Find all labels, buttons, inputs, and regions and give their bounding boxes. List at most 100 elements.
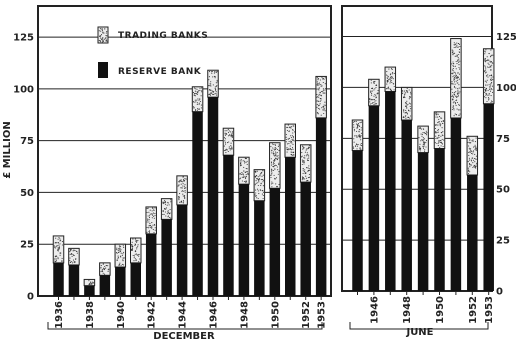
- stipple-dot: [59, 243, 61, 245]
- stipple-dot: [54, 258, 56, 260]
- stipple-dot: [276, 152, 278, 154]
- stipple-dot: [148, 219, 150, 221]
- stipple-dot: [318, 87, 320, 89]
- stipple-dot: [216, 94, 218, 96]
- stipple-dot: [137, 239, 139, 242]
- stipple-dot: [454, 65, 456, 67]
- stipple-dot: [246, 160, 248, 162]
- stipple-dot: [458, 43, 460, 46]
- stipple-dot: [357, 124, 359, 126]
- stipple-dot: [292, 129, 294, 131]
- stipple-dot: [483, 96, 486, 98]
- stipple-dot: [455, 113, 457, 116]
- stipple-dot: [107, 265, 109, 267]
- stipple-dot: [388, 88, 390, 90]
- stipple-dot: [420, 128, 422, 130]
- stipple-dot: [485, 84, 487, 86]
- stipple-dot: [437, 128, 439, 131]
- stipple-dot: [245, 178, 247, 180]
- stipple-dot: [245, 161, 247, 164]
- stipple-dot: [273, 148, 275, 150]
- stipple-dot: [456, 77, 458, 79]
- stipple-dot: [262, 179, 264, 181]
- stipple-dot: [139, 258, 141, 260]
- stipple-dot: [491, 82, 493, 84]
- stipple-dot: [304, 157, 306, 159]
- stipple-dot: [469, 148, 471, 150]
- stipple-dot: [277, 155, 279, 157]
- stipple-dot: [151, 227, 153, 229]
- stipple-dot: [193, 106, 195, 108]
- stipple-dot: [119, 247, 121, 250]
- stipple-dot: [467, 172, 470, 174]
- stipple-dot: [255, 180, 257, 182]
- stipple-dot: [373, 89, 375, 91]
- stipple-dot: [487, 62, 489, 64]
- stipple-1940: [115, 245, 125, 267]
- stipple-dot: [169, 212, 171, 214]
- stipple-dot: [374, 101, 376, 103]
- stipple-dot: [452, 50, 454, 52]
- stipple-dot: [194, 90, 196, 92]
- stipple-dot: [276, 186, 278, 188]
- stipple-dot: [119, 246, 121, 248]
- stipple-dot: [290, 136, 292, 139]
- stipple-dot: [224, 140, 226, 142]
- stipple-dot: [453, 107, 455, 110]
- stipple-dot: [226, 149, 228, 151]
- stipple-dot: [58, 236, 60, 239]
- x-tick-label-1938: 1938: [85, 301, 96, 329]
- stipple-dot: [270, 158, 272, 160]
- stipple-dot: [89, 284, 91, 286]
- stipple-dot: [209, 89, 211, 91]
- stipple-dot: [230, 135, 232, 137]
- stipple-dot: [318, 100, 320, 103]
- stipple-dot: [436, 124, 438, 126]
- stipple-dot: [473, 146, 475, 148]
- stipple-dot: [215, 71, 217, 73]
- stipple-dot: [354, 120, 356, 123]
- stipple-dot: [245, 158, 247, 160]
- stipple-dot: [318, 82, 320, 84]
- stipple-dot: [290, 126, 292, 128]
- stipple-dot: [270, 174, 272, 177]
- bar-reserve-bank-1952: [467, 174, 478, 291]
- stipple-dot: [148, 221, 150, 223]
- stipple-dot: [321, 76, 323, 79]
- stipple-dot: [453, 46, 455, 49]
- stipple-dot: [306, 147, 308, 150]
- stipple-dot: [60, 239, 62, 241]
- stipple-dot: [148, 211, 150, 213]
- stipple-dot: [55, 242, 58, 244]
- stipple-dot: [356, 145, 358, 147]
- stipple-dot: [455, 91, 457, 93]
- stipple-dot: [195, 93, 198, 95]
- stipple-dot: [288, 140, 290, 143]
- stipple-dot: [243, 175, 245, 177]
- stipple-dot: [472, 162, 474, 164]
- stipple-dot: [475, 146, 477, 148]
- bar-reserve-bank-1950: [434, 148, 445, 291]
- stipple-dot: [316, 81, 318, 83]
- stipple-dot: [424, 150, 426, 152]
- stipple-dot: [119, 255, 122, 257]
- stipple-dot: [455, 43, 457, 45]
- stipple-dot: [256, 170, 258, 172]
- stipple-dot: [153, 231, 155, 234]
- stipple-dot: [484, 53, 486, 55]
- stipple-dot: [304, 178, 306, 180]
- stipple-dot: [101, 29, 103, 31]
- stipple-dot: [375, 95, 377, 97]
- stipple-dot: [302, 161, 304, 163]
- stipple-dot: [270, 164, 273, 166]
- stipple-dot: [490, 95, 492, 97]
- stipple-dot: [317, 88, 319, 90]
- stipple-dot: [484, 87, 486, 89]
- stipple-dot: [303, 147, 305, 149]
- stipple-dot: [407, 116, 409, 118]
- stipple-dot: [306, 180, 308, 182]
- stipple-dot: [224, 143, 227, 145]
- stipple-dot: [353, 126, 355, 128]
- stipple-dot: [305, 172, 307, 174]
- stipple-dot: [459, 60, 461, 62]
